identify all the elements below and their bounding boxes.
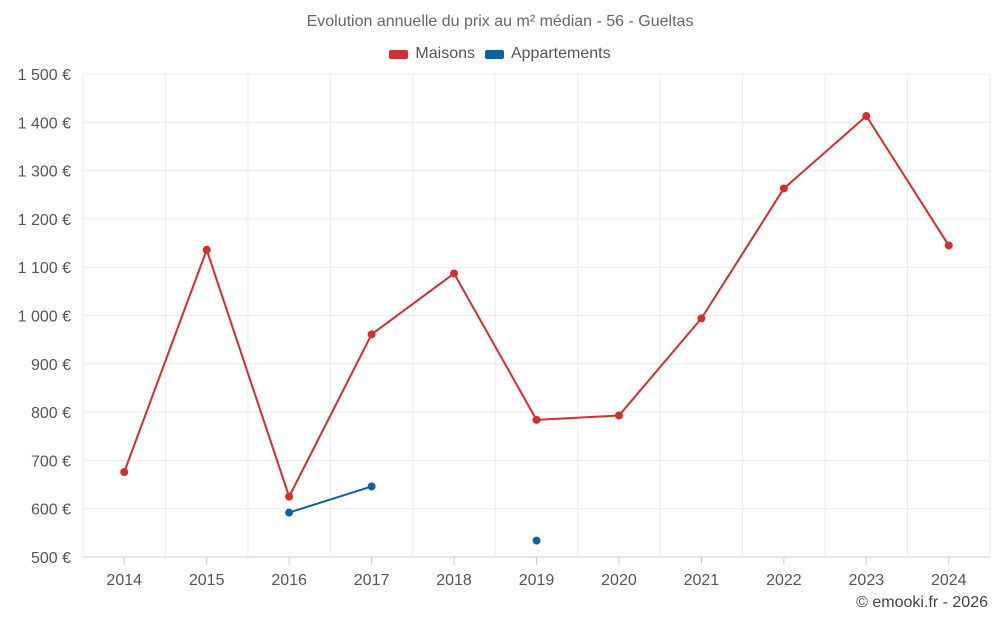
y-tick-label: 900 € [31,357,71,374]
y-tick-label: 700 € [31,453,71,470]
data-point-maisons[interactable] [202,245,211,254]
legend-item-appartements[interactable]: Appartements [484,45,611,63]
data-point-maisons[interactable] [944,241,953,250]
x-tick-label: 2021 [684,572,720,589]
data-point-maisons[interactable] [697,314,706,323]
x-tick-label: 2018 [436,572,472,589]
data-point-maisons[interactable] [285,492,294,501]
axes: 500 € 600 € 700 € 800 € 900 € 1 000 € 1 100 € 1… [18,67,967,589]
x-tick-label: 2020 [601,572,637,589]
y-tick-label: 1 300 € [18,164,71,181]
data-point-maisons[interactable] [450,269,459,278]
data-point-maisons[interactable] [779,184,788,193]
y-tick-label: 1 100 € [18,260,71,277]
data-point-maisons[interactable] [367,330,376,339]
legend-label-appartements: Appartements [510,45,611,62]
data-point-appartements[interactable] [532,536,541,545]
legend-swatch-appartements [484,49,504,59]
legend-label-maisons: Maisons [415,45,475,62]
credit-text: © emooki.fr - 2026 [856,594,988,611]
x-tick-label: 2015 [189,572,225,589]
data-point-maisons[interactable] [862,112,871,121]
data-point-maisons[interactable] [120,467,129,476]
legend-swatch-maisons [389,49,409,59]
y-tick-label: 500 € [31,550,71,567]
y-tick-label: 1 000 € [18,309,71,326]
y-tick-label: 1 400 € [18,115,71,132]
y-tick-label: 600 € [31,502,71,519]
y-tick-label: 800 € [31,405,71,422]
x-tick-label: 2014 [106,572,142,589]
y-tick-label: 1 200 € [18,212,71,229]
series-line-appartements [288,485,372,514]
grid [82,73,991,558]
x-tick-label: 2024 [931,572,967,589]
series [120,112,953,545]
legend-item-maisons[interactable]: Maisons [389,45,475,63]
x-tick-label: 2017 [354,572,390,589]
data-point-maisons[interactable] [532,415,541,424]
data-point-appartements[interactable] [367,482,376,491]
y-tick-label: 1 500 € [18,67,71,84]
data-point-maisons[interactable] [614,411,623,420]
x-tick-label: 2022 [766,572,802,589]
chart-title: Evolution annuelle du prix au m² médian … [306,13,694,30]
data-point-appartements[interactable] [285,508,294,517]
x-tick-label: 2016 [271,572,307,589]
x-tick-label: 2023 [849,572,885,589]
x-tick-label: 2019 [519,572,555,589]
legend: Maisons Appartements [0,45,1000,63]
